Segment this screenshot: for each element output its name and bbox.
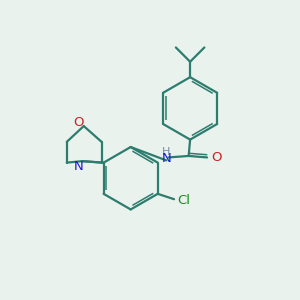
- Text: N: N: [74, 160, 84, 173]
- Text: O: O: [73, 116, 84, 129]
- Text: Cl: Cl: [178, 194, 190, 207]
- Text: H: H: [162, 147, 170, 157]
- Text: N: N: [161, 152, 171, 164]
- Text: O: O: [211, 151, 221, 164]
